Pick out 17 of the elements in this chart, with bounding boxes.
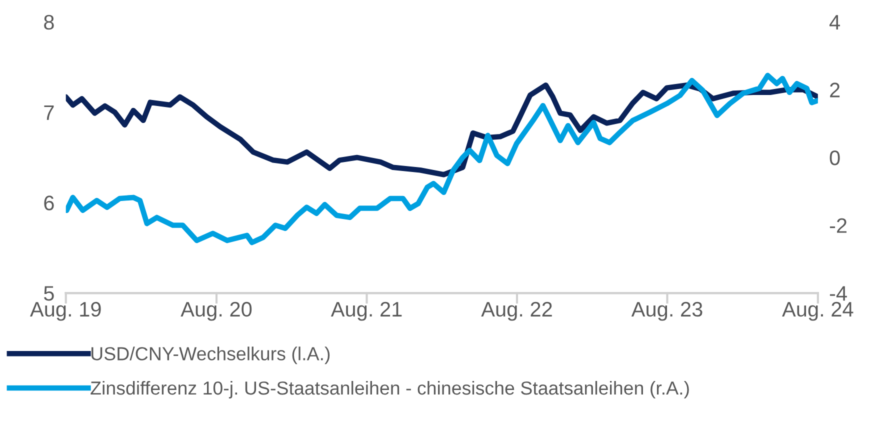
y2-tick-label: -2: [830, 218, 846, 233]
legend-label: USD/CNY-Wechselkurs (l.A.): [92, 346, 330, 364]
y2-tick-label: -4: [830, 286, 847, 301]
y-tick-label: 7: [44, 105, 54, 120]
x-tick-label: Aug. 24: [782, 302, 854, 321]
y-tick-label: 8: [44, 14, 54, 30]
y2-tick-label: 0: [830, 150, 840, 166]
y2-tick-label: 2: [830, 82, 840, 98]
x-tick-label: Aug. 22: [481, 302, 552, 321]
legend-label: Zinsdifferenz 10-j. US-Staatsanleihen - chinesische Staatsanleihen (r.A.): [90, 380, 689, 398]
y-tick-label: 5: [44, 286, 54, 301]
y2-tick-label: 4: [830, 15, 840, 30]
y-tick-label: 6: [44, 196, 54, 210]
x-tick-label: Aug. 23: [631, 302, 702, 321]
x-tick-label: Aug. 19: [30, 302, 101, 321]
x-tick-label: Aug. 20: [180, 302, 252, 321]
x-tick-label: Aug. 21: [330, 302, 402, 321]
